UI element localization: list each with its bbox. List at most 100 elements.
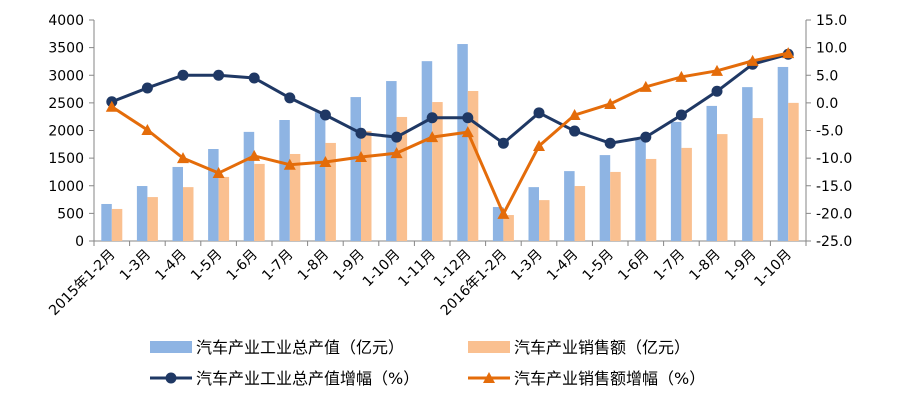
- sales-bar: [289, 153, 301, 241]
- output-bar: [492, 207, 504, 241]
- output-growth-point: [284, 92, 296, 104]
- x-tick-label: 1-4月: [544, 247, 581, 284]
- output-bar: [670, 121, 682, 241]
- x-tick-label: 1-10月: [751, 247, 795, 291]
- output-growth-line: [111, 52, 789, 146]
- sales-bar: [254, 163, 265, 241]
- output-bar: [599, 155, 611, 241]
- sales-bar: [111, 208, 123, 241]
- sales-bar: [788, 102, 799, 241]
- x-tick-label: 1-10月: [360, 247, 404, 291]
- sales-growth-point: [533, 139, 545, 151]
- x-tick-label: 1-8月: [686, 247, 723, 284]
- left-tick-label: 1000: [48, 179, 84, 195]
- x-tick-label: 1-6月: [224, 247, 261, 284]
- sales-growth-point: [568, 109, 581, 121]
- sales-growth-point: [461, 126, 474, 138]
- right-tick-label: -20.0: [816, 206, 852, 222]
- output-bar: [386, 81, 397, 242]
- sales-bar: [396, 116, 408, 241]
- sales-bar: [183, 187, 194, 241]
- sales-growth-point: [426, 131, 439, 143]
- sales-bar: [147, 197, 158, 241]
- output-growth-point: [675, 109, 687, 121]
- x-tick-label: 1-4月: [152, 247, 189, 284]
- sales-bar: [539, 200, 550, 241]
- output-bar: [208, 149, 219, 241]
- x-tick-label: 1-3月: [508, 247, 545, 284]
- sales-bar: [574, 186, 586, 241]
- output-growth-point: [640, 131, 652, 143]
- output-growth-point: [426, 112, 438, 124]
- output-bar: [421, 61, 433, 241]
- left-tick-label: 1500: [48, 151, 84, 167]
- x-tick-label: 1-8月: [295, 247, 332, 284]
- sales-bar: [325, 142, 336, 241]
- sales-growth-point: [497, 207, 510, 219]
- sales-growth-point: [141, 123, 154, 135]
- left-tick-label: 3000: [48, 68, 84, 84]
- left-tick-label: 500: [57, 206, 84, 222]
- left-tick-label: 2500: [48, 96, 84, 112]
- output-bar: [564, 171, 575, 241]
- output-growth-point: [391, 131, 403, 143]
- output-bar: [528, 187, 539, 241]
- sales-bar: [610, 171, 621, 241]
- sales-growth-point: [675, 70, 688, 82]
- output-growth-point: [604, 137, 616, 149]
- sales-growth-point: [390, 147, 403, 159]
- right-tick-label: 10.0: [816, 41, 847, 57]
- output-growth-point: [462, 112, 474, 124]
- output-growth-point: [355, 127, 367, 139]
- sales-growth-point: [319, 155, 332, 167]
- output-bar: [172, 166, 183, 241]
- output-growth-point: [569, 125, 581, 137]
- sales-growth-point: [212, 167, 225, 179]
- right-tick-label: 0.0: [816, 96, 838, 112]
- output-bar: [314, 112, 326, 241]
- sales-bar: [645, 158, 657, 241]
- output-growth-point: [141, 82, 153, 94]
- sales-bar: [752, 118, 764, 241]
- output-bar: [706, 105, 717, 241]
- output-growth-point: [533, 107, 545, 119]
- legend-label: 汽车产业销售额（亿元）: [514, 338, 690, 357]
- right-tick-label: 5.0: [816, 68, 838, 84]
- sales-bar: [503, 215, 514, 241]
- output-growth-point: [711, 85, 723, 97]
- left-tick-label: 4000: [48, 13, 84, 29]
- legend-label: 汽车产业工业总产值（亿元）: [196, 338, 404, 357]
- sales-bar: [467, 90, 479, 241]
- output-bar: [136, 186, 148, 241]
- left-tick-label: 0: [75, 234, 84, 250]
- x-tick-label: 1-11月: [395, 247, 439, 291]
- x-tick-label: 1-7月: [259, 247, 296, 284]
- x-tick-label: 1-3月: [117, 247, 154, 284]
- legend-marker: [483, 372, 495, 383]
- x-tick-label: 1-7月: [651, 247, 688, 284]
- sales-growth-point: [177, 152, 189, 164]
- sales-growth-point: [711, 64, 723, 76]
- output-bar: [635, 139, 646, 241]
- output-growth-point: [248, 72, 260, 84]
- output-growth-point: [497, 137, 509, 149]
- output-bar: [243, 131, 255, 241]
- legend-swatch: [468, 341, 510, 353]
- sales-growth-point: [105, 100, 118, 112]
- output-bar: [101, 203, 112, 241]
- sales-bar: [681, 147, 692, 241]
- right-tick-label: 15.0: [816, 13, 847, 29]
- legend-marker: [165, 372, 177, 384]
- output-bar: [777, 66, 789, 242]
- right-tick-label: -5.0: [816, 124, 843, 140]
- sales-growth-point: [355, 151, 367, 163]
- x-tick-label: 1-5月: [188, 247, 225, 284]
- sales-growth-point: [604, 97, 617, 109]
- legend-label: 汽车产业工业总产值增幅（%）: [196, 369, 419, 388]
- output-bar: [457, 44, 468, 241]
- x-tick-label: 1-5月: [580, 247, 617, 284]
- output-bar: [350, 97, 361, 241]
- x-tick-label: 2015年1-2月: [46, 247, 118, 319]
